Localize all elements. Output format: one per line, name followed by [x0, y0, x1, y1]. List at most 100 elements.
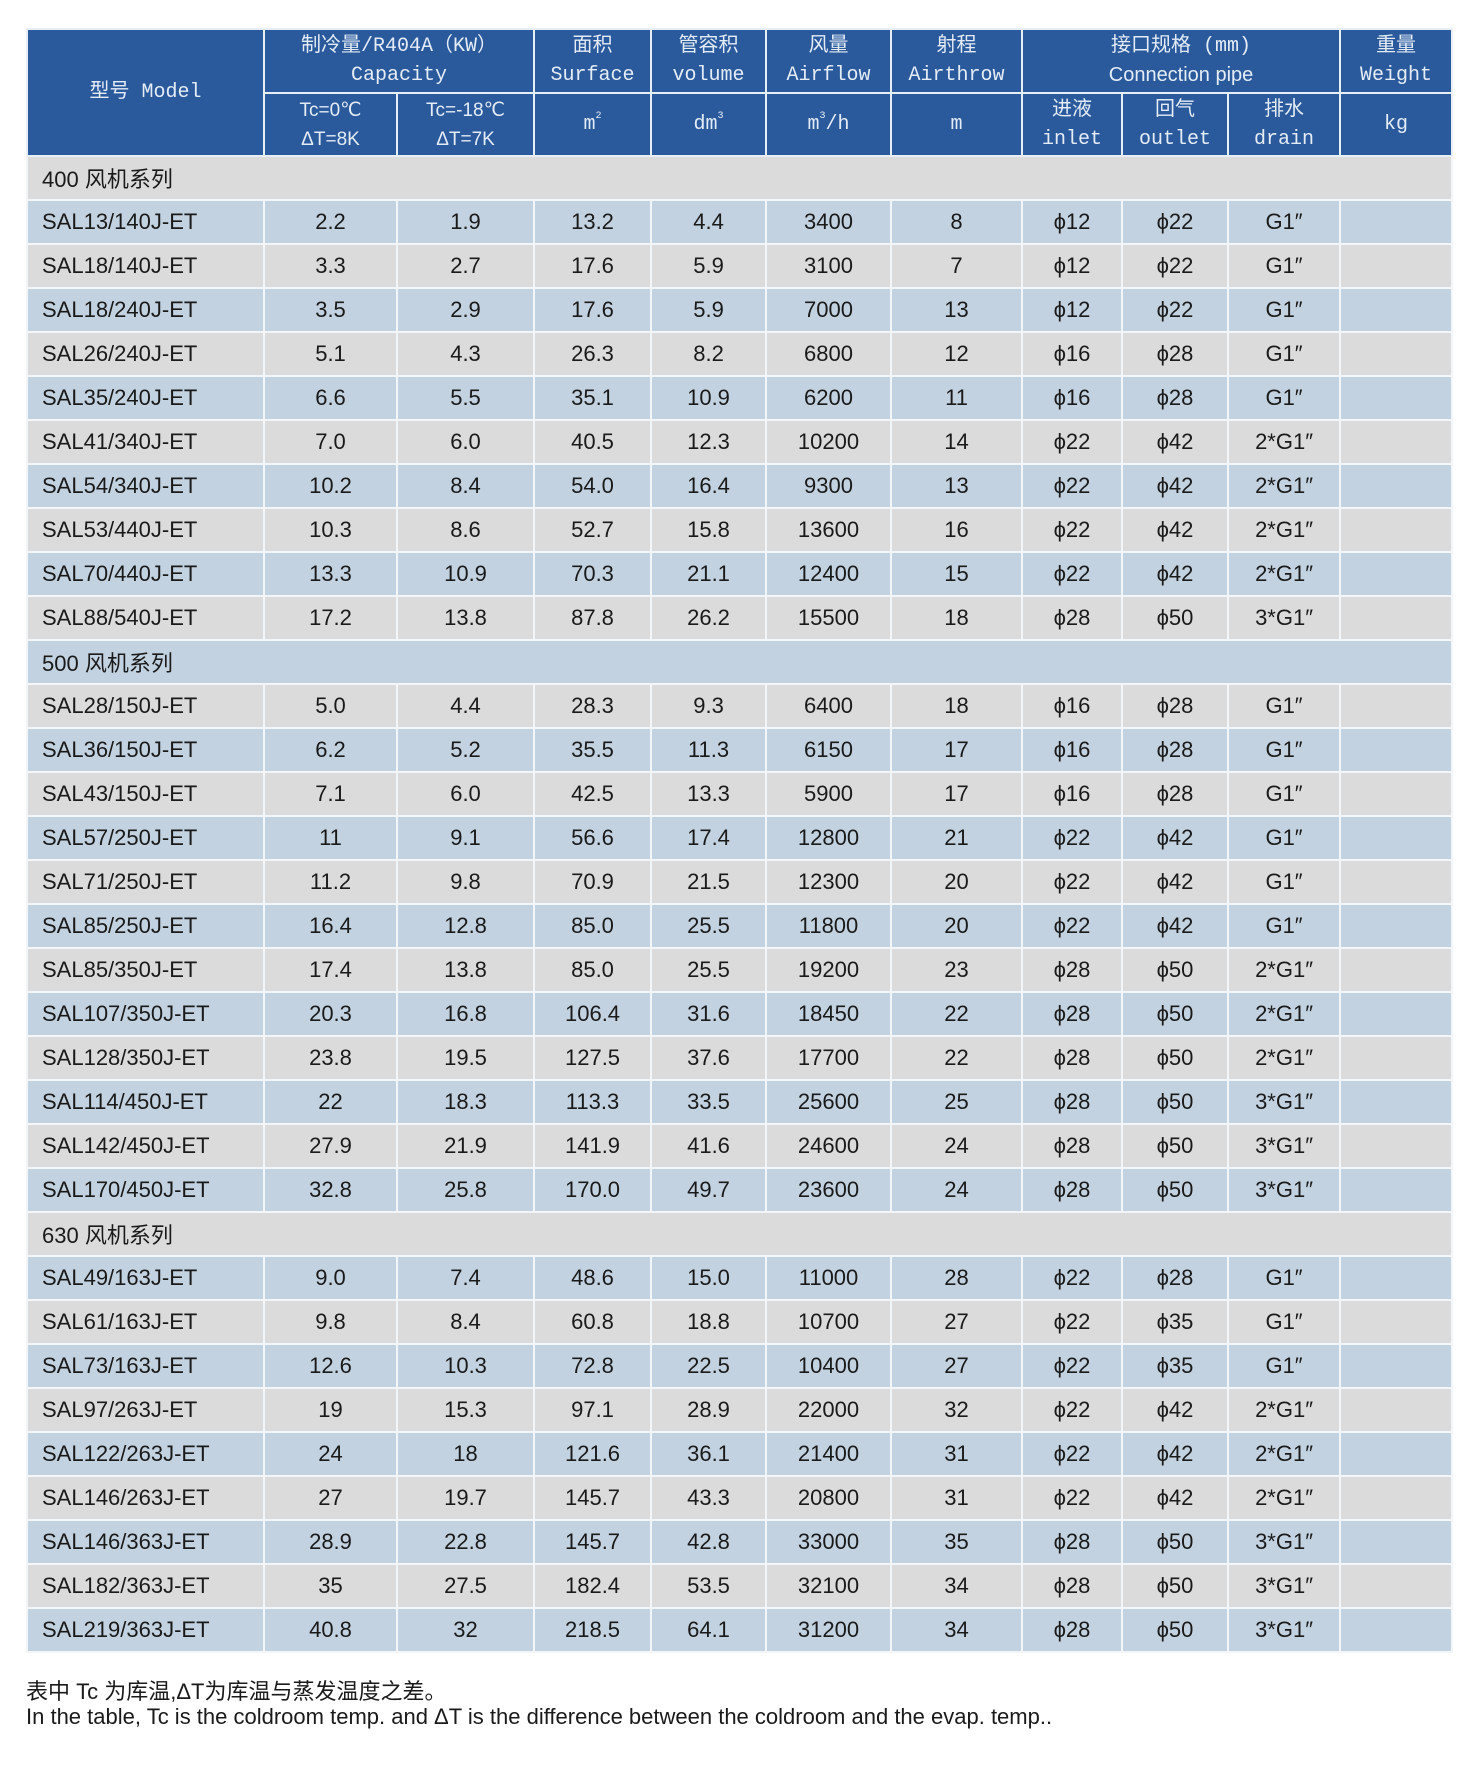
cell-surface: 85.0: [533, 903, 653, 949]
cell-capacity-tc18: 2.7: [395, 243, 536, 289]
cell-drain: 2*G1″: [1227, 507, 1342, 553]
cell-drain: G1″: [1227, 375, 1342, 421]
cell-volume: 53.5: [650, 1563, 768, 1609]
cell-capacity-tc0: 2.2: [263, 199, 398, 245]
cell-surface: 145.7: [533, 1519, 653, 1565]
cell-capacity-tc18: 5.5: [395, 375, 536, 421]
cell-airthrow: 23: [890, 947, 1024, 993]
cell-model: SAL114/450J-ET: [26, 1079, 265, 1125]
cell-airthrow: 16: [890, 507, 1024, 553]
cell-model: SAL170/450J-ET: [26, 1167, 265, 1213]
cell-capacity-tc0: 3.5: [263, 287, 398, 333]
cell-surface: 127.5: [533, 1035, 653, 1081]
cell-surface: 70.9: [533, 859, 653, 905]
table-row: SAL26/240J-ET 5.1 4.3 26.3 8.2 6800 12 ϕ16 ϕ28 G1…: [26, 331, 1454, 377]
header-capacity-cn: 制冷量/R404A（KW）: [301, 35, 498, 58]
cell-model: SAL18/240J-ET: [26, 287, 265, 333]
footnote-cn: 表中 Tc 为库温,ΔT为库温与蒸发温度之差。: [26, 1679, 447, 1704]
header-outlet-en: outlet: [1139, 127, 1212, 151]
cell-volume: 15.8: [650, 507, 768, 553]
cell-volume: 17.4: [650, 815, 768, 861]
table-row: SAL85/250J-ET 16.4 12.8 85.0 25.5 11800 20 ϕ22 ϕ…: [26, 903, 1454, 949]
cell-volume: 33.5: [650, 1079, 768, 1125]
cell-volume: 42.8: [650, 1519, 768, 1565]
cell-inlet: ϕ22: [1021, 903, 1124, 949]
header-airthrow-unit: m: [890, 92, 1024, 157]
cell-weight: [1339, 287, 1454, 333]
cell-airthrow: 21: [890, 815, 1024, 861]
cell-airflow: 33000: [765, 1519, 893, 1565]
cell-airthrow: 20: [890, 903, 1024, 949]
cell-volume: 25.5: [650, 947, 768, 993]
cell-inlet: ϕ16: [1021, 771, 1124, 817]
cell-weight: [1339, 199, 1454, 245]
cell-airflow: 6200: [765, 375, 893, 421]
cell-surface: 28.3: [533, 683, 653, 729]
header-inlet-en: inlet: [1042, 127, 1103, 151]
cell-weight: [1339, 1255, 1454, 1301]
table-row: SAL36/150J-ET 6.2 5.2 35.5 11.3 6150 17 ϕ16 ϕ28 G…: [26, 727, 1454, 773]
cell-airflow: 5900: [765, 771, 893, 817]
header-model: 型号 Model: [26, 28, 265, 157]
cell-airflow: 13600: [765, 507, 893, 553]
cell-model: SAL43/150J-ET: [26, 771, 265, 817]
table-row: SAL35/240J-ET 6.6 5.5 35.1 10.9 6200 11 ϕ16 ϕ28 G…: [26, 375, 1454, 421]
header-outlet-cn: 回气: [1155, 98, 1196, 122]
cell-airthrow: 22: [890, 991, 1024, 1037]
cell-model: SAL142/450J-ET: [26, 1123, 265, 1169]
header-tc18-line2: ΔT=7K: [436, 128, 495, 150]
cell-airflow: 11000: [765, 1255, 893, 1301]
cell-model: SAL41/340J-ET: [26, 419, 265, 465]
header-capacity: 制冷量/R404A（KW） Capacity: [262, 28, 536, 94]
cell-surface: 26.3: [533, 331, 653, 377]
cell-outlet: ϕ42: [1121, 1431, 1230, 1477]
cell-outlet: ϕ22: [1121, 199, 1230, 245]
cell-airflow: 12400: [765, 551, 893, 597]
cell-surface: 40.5: [533, 419, 653, 465]
header-drain-cn: 排水: [1264, 98, 1305, 122]
cell-capacity-tc0: 16.4: [263, 903, 398, 949]
cell-airthrow: 13: [890, 287, 1024, 333]
cell-volume: 8.2: [650, 331, 768, 377]
table-row: SAL13/140J-ET 2.2 1.9 13.2 4.4 3400 8 ϕ12 ϕ22 G1″: [26, 199, 1454, 245]
surface-unit-sup: 2: [595, 111, 602, 122]
cell-airflow: 3100: [765, 243, 893, 289]
cell-inlet: ϕ28: [1021, 1167, 1124, 1213]
cell-model: SAL26/240J-ET: [26, 331, 265, 377]
cell-model: SAL182/363J-ET: [26, 1563, 265, 1609]
cell-weight: [1339, 463, 1454, 509]
cell-inlet: ϕ22: [1021, 419, 1124, 465]
cell-inlet: ϕ28: [1021, 1563, 1124, 1609]
cell-outlet: ϕ50: [1121, 1167, 1230, 1213]
cell-capacity-tc18: 4.3: [395, 331, 536, 377]
cell-capacity-tc0: 20.3: [263, 991, 398, 1037]
cell-outlet: ϕ50: [1121, 947, 1230, 993]
cell-airthrow: 13: [890, 463, 1024, 509]
table-body: 400 风机系列 SAL13/140J-ET 2.2 1.9 13.2 4.4 3400 8 ϕ…: [25, 155, 1454, 1653]
cell-volume: 12.3: [650, 419, 768, 465]
cell-inlet: ϕ28: [1021, 1607, 1124, 1653]
table-row: SAL41/340J-ET 7.0 6.0 40.5 12.3 10200 14 ϕ22 ϕ42…: [26, 419, 1454, 465]
cell-volume: 10.9: [650, 375, 768, 421]
cell-surface: 85.0: [533, 947, 653, 993]
cell-drain: G1″: [1227, 1255, 1342, 1301]
cell-weight: [1339, 243, 1454, 289]
cell-outlet: ϕ50: [1121, 1035, 1230, 1081]
header-inlet: 进液 inlet: [1021, 92, 1124, 157]
table-row: SAL28/150J-ET 5.0 4.4 28.3 9.3 6400 18 ϕ16 ϕ28 G1…: [26, 683, 1454, 729]
cell-volume: 64.1: [650, 1607, 768, 1653]
cell-volume: 43.3: [650, 1475, 768, 1521]
cell-airflow: 18450: [765, 991, 893, 1037]
cell-model: SAL18/140J-ET: [26, 243, 265, 289]
header-airflow: 风量 Airflow: [765, 28, 893, 94]
table-row: SAL114/450J-ET 22 18.3 113.3 33.5 25600 25 ϕ28 ϕ…: [26, 1079, 1454, 1125]
cell-capacity-tc18: 16.8: [395, 991, 536, 1037]
cell-inlet: ϕ22: [1021, 1475, 1124, 1521]
cell-volume: 4.4: [650, 199, 768, 245]
header-airflow-unit: m3/h: [765, 92, 893, 157]
cell-model: SAL36/150J-ET: [26, 727, 265, 773]
cell-inlet: ϕ22: [1021, 463, 1124, 509]
cell-capacity-tc0: 3.3: [263, 243, 398, 289]
cell-drain: 3*G1″: [1227, 1079, 1342, 1125]
cell-weight: [1339, 419, 1454, 465]
